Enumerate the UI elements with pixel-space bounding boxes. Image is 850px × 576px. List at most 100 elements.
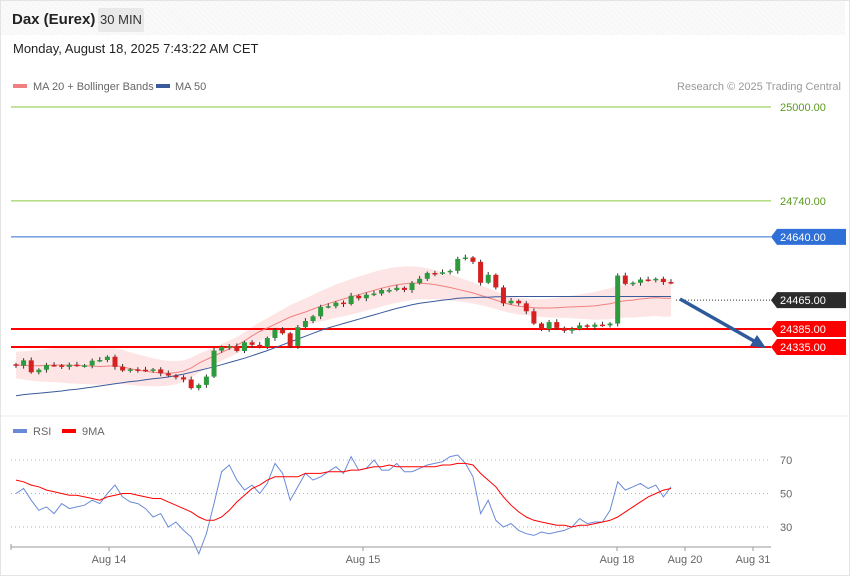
bullish-candle: [424, 273, 430, 279]
x-tick-label: Aug 20: [668, 554, 703, 566]
ma50-legend-label: MA 50: [175, 81, 206, 93]
bearish-candle: [188, 379, 194, 389]
bearish-candle: [112, 356, 118, 367]
rsi-tick-label: 70: [780, 455, 792, 467]
bearish-candle: [74, 364, 80, 367]
bullish-candle: [66, 364, 72, 367]
bullish-candle: [371, 293, 377, 296]
rsi-panel: 70 50 30: [11, 454, 792, 556]
rsi-tick-label: 30: [780, 522, 792, 534]
bearish-candle: [181, 377, 187, 380]
bearish-candle: [356, 295, 362, 299]
bullish-candle: [417, 278, 423, 284]
bullish-candle: [264, 337, 270, 347]
bollinger-bands-layer: [16, 266, 671, 387]
bearish-candle: [234, 346, 240, 351]
level-labels-layer: 25000.00 24740.00 24640.00 24465.00 24385.00…: [771, 102, 846, 355]
bearish-candle: [539, 323, 545, 329]
bearish-candle: [165, 373, 171, 376]
bullish-candle: [127, 369, 133, 371]
bearish-candle: [51, 365, 57, 367]
rsi-ma-legend-label: 9MA: [82, 426, 105, 438]
bullish-candle: [508, 300, 514, 304]
bullish-candle: [89, 360, 95, 366]
bearish-candle: [249, 342, 255, 345]
chart-datetime: Monday, August 18, 2025 7:43:22 AM CET: [13, 41, 259, 56]
bullish-candle: [325, 306, 331, 308]
bearish-candle: [158, 369, 164, 374]
support-label: 24385.00: [780, 324, 826, 336]
bullish-candle: [104, 356, 110, 360]
bullish-candle: [630, 282, 636, 285]
bearish-candle: [668, 282, 674, 284]
bearish-candle: [531, 311, 537, 324]
bearish-candle: [173, 375, 179, 378]
bullish-candle: [462, 257, 468, 259]
bearish-candle: [523, 303, 529, 312]
last-price-label-box: [771, 292, 846, 309]
projection-arrow: [679, 297, 755, 343]
bullish-candle: [386, 289, 392, 292]
bearish-candle: [280, 330, 286, 334]
bearish-candle: [341, 302, 346, 305]
support-label-box: [771, 320, 846, 337]
ma50-line: [15, 296, 671, 397]
bullish-candle: [455, 258, 461, 271]
bullish-candle: [333, 302, 339, 307]
ma20-legend-label: MA 20 + Bollinger Bands: [33, 81, 154, 93]
bearish-candle: [599, 324, 605, 327]
bullish-candle: [211, 350, 217, 377]
moving-average-layer: [15, 282, 671, 397]
bearish-candle: [516, 300, 522, 304]
rsi-legend-label: RSI: [33, 426, 51, 438]
x-tick-label: Aug 14: [92, 554, 127, 566]
bearish-candle: [500, 287, 506, 304]
bullish-candle: [379, 289, 385, 294]
rsi-ma-legend-swatch: [62, 429, 76, 433]
bullish-candle: [21, 360, 27, 366]
candles-layer: [13, 254, 674, 391]
bullish-candle: [310, 316, 316, 322]
bearish-candle: [59, 365, 65, 367]
bullish-candle: [447, 270, 453, 273]
last-price-label: 24465.00: [780, 295, 826, 307]
support-label: 24335.00: [780, 342, 826, 354]
rsi-line: [15, 454, 672, 556]
x-tick-label: Aug 18: [600, 554, 635, 566]
bullish-candle: [615, 275, 621, 324]
bullish-candle: [241, 342, 247, 351]
rsi-legend-swatch: [13, 429, 27, 433]
bullish-candle: [394, 287, 400, 290]
bullish-candle: [485, 274, 491, 283]
bullish-candle: [348, 295, 354, 305]
x-tick-label: Aug 15: [346, 554, 381, 566]
pivot-label-box: [771, 228, 846, 245]
bearish-candle: [478, 261, 484, 283]
bullish-candle: [219, 347, 225, 351]
instrument-title: Dax (Eurex): [12, 11, 96, 28]
bullish-candle: [318, 306, 324, 317]
bullish-candle: [577, 325, 583, 329]
chart-header: Dax (Eurex) 30 MIN: [1, 1, 845, 35]
bullish-candle: [203, 376, 209, 385]
bullish-candle: [196, 384, 202, 389]
bearish-candle: [28, 360, 34, 373]
timeframe-button[interactable]: 30 MIN: [98, 8, 144, 32]
bollinger-band-area: [16, 266, 671, 387]
support-label-box: [771, 339, 846, 355]
bullish-candle: [638, 279, 644, 283]
bearish-candle: [622, 275, 628, 284]
ma20-legend-swatch: [13, 84, 27, 88]
levels-layer: [11, 106, 771, 348]
bearish-candle: [554, 322, 560, 328]
x-tick-label: Aug 31: [736, 554, 771, 566]
research-credit: Research © 2025 Trading Central: [677, 81, 841, 93]
bearish-candle: [432, 273, 438, 275]
ma20-line: [15, 282, 671, 374]
bullish-candle: [607, 323, 613, 326]
bullish-candle: [150, 369, 156, 371]
rsi-ma-line: [15, 462, 672, 528]
resistance-label: 24740.00: [780, 196, 826, 208]
bearish-candle: [120, 366, 126, 371]
